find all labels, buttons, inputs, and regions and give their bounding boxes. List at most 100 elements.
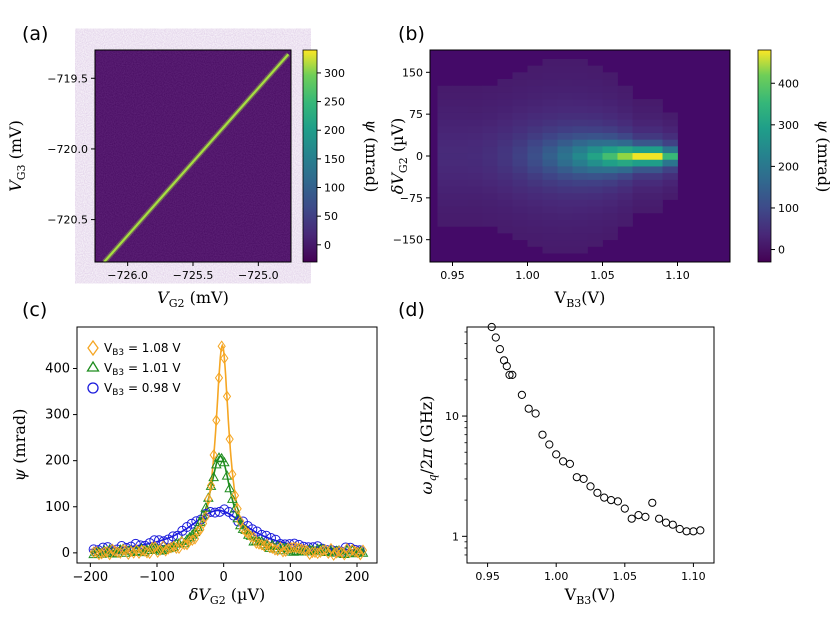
heatmap-cell <box>512 226 528 234</box>
heatmap-cell <box>587 112 603 120</box>
heatmap-cell <box>617 172 633 180</box>
heatmap-cell <box>497 226 513 234</box>
heatmap-cell <box>602 72 618 80</box>
heatmap-cell <box>467 186 483 194</box>
axes-c-yticks: 0 100 200 300 400 <box>45 361 77 561</box>
data-point <box>182 538 192 551</box>
heatmap-cell <box>587 72 603 80</box>
heatmap-cell <box>542 125 558 133</box>
data-point <box>538 430 547 439</box>
heatmap-cell <box>497 139 513 147</box>
data-point <box>169 540 178 553</box>
axes-b-xticks: 0.95 1.00 1.05 1.10 <box>440 262 690 282</box>
heatmap-cell <box>557 239 573 247</box>
heatmap-cell <box>617 152 633 160</box>
heatmap-cell <box>602 139 618 147</box>
axes-c-legend: VB3 = 1.08 V VB3 = 1.01 V VB3 = 0.98 V <box>86 339 181 398</box>
data-point <box>600 493 609 502</box>
heatmap-cell <box>617 179 633 187</box>
heatmap-cell <box>617 125 633 133</box>
data-point <box>204 493 213 505</box>
legend-marker-diamond <box>87 339 99 357</box>
heatmap-cell <box>572 192 588 200</box>
heatmap-cell <box>512 212 528 220</box>
heatmap-cell <box>512 206 528 214</box>
heatmap-cell <box>662 132 678 140</box>
heatmap-cell <box>587 172 603 180</box>
data-point <box>201 510 210 523</box>
data-point <box>228 468 237 481</box>
heatmap-cell <box>572 166 588 174</box>
heatmap-cell <box>587 206 603 214</box>
heatmap-cell <box>512 159 528 167</box>
data-point <box>491 333 500 342</box>
heatmap-cell <box>572 145 588 154</box>
heatmap-cell <box>467 199 483 207</box>
axes-a-yticks: −719.5 −720.0 −720.5 <box>47 72 95 227</box>
heatmap-cell <box>602 105 618 113</box>
heatmap-cell <box>467 192 483 200</box>
heatmap-cell <box>632 152 648 160</box>
heatmap-cell <box>437 105 453 113</box>
data-point <box>641 512 650 522</box>
heatmap-cell <box>452 152 468 160</box>
heatmap-cell <box>497 172 513 180</box>
heatmap-cell <box>602 212 618 220</box>
heatmap-cell <box>587 105 603 113</box>
colorbar-a-label: ψ (mrad) <box>362 120 381 193</box>
heatmap-cell <box>452 179 468 187</box>
data-point <box>668 520 677 529</box>
heatmap-cell <box>647 112 663 120</box>
heatmap-cell <box>572 132 588 140</box>
heatmap-cell <box>587 65 603 73</box>
heatmap-cell <box>617 206 633 214</box>
heatmap-cell <box>602 172 618 180</box>
colorbar-tick-label: 150 <box>324 153 345 166</box>
data-point <box>209 449 218 461</box>
heatmap-cell <box>602 179 618 187</box>
heatmap-cell <box>647 179 663 187</box>
xtick-label: −725.5 <box>173 269 214 282</box>
heatmap-cell <box>662 192 678 200</box>
heatmap-cell <box>452 199 468 207</box>
colorbar-tick-label: 200 <box>324 124 345 137</box>
heatmap-cell <box>452 192 468 200</box>
heatmap-cell <box>452 92 468 100</box>
heatmap-cell <box>527 85 543 93</box>
data-point <box>190 532 200 545</box>
heatmap-cell <box>647 105 663 113</box>
data-point <box>222 390 232 403</box>
xtick-label: −200 <box>72 570 108 585</box>
heatmap-cell <box>512 166 528 174</box>
ytick-label: −720.0 <box>47 143 88 156</box>
ytick-label: −719.5 <box>47 72 88 85</box>
heatmap-cell <box>467 99 483 107</box>
data-point <box>517 390 527 399</box>
heatmap-cell <box>632 199 648 207</box>
heatmap-cell <box>557 152 573 160</box>
axes-d-xlabel: VB3(V) <box>564 585 616 607</box>
heatmap-cell <box>437 125 453 133</box>
heatmap-cell <box>572 72 588 80</box>
data-point <box>505 370 514 379</box>
xtick-label: 0.95 <box>475 570 500 583</box>
data-point <box>150 541 160 553</box>
heatmap-cell <box>662 166 678 174</box>
heatmap-cell <box>572 186 588 194</box>
heatmap-cell <box>467 139 483 147</box>
heatmap-cell <box>512 112 528 120</box>
panel-a: −726.0 −725.5 −725.0 −719.5 −720.0 −720.5 VG… <box>6 49 381 310</box>
xtick-label: 0.95 <box>440 269 465 282</box>
data-point <box>219 504 230 515</box>
data-point <box>129 547 138 559</box>
heatmap-cell <box>452 139 468 147</box>
data-point <box>579 474 588 483</box>
data-point <box>153 546 162 559</box>
heatmap-cell <box>647 192 663 200</box>
heatmap-cell <box>647 186 663 194</box>
data-point <box>156 543 165 556</box>
heatmap-cell <box>437 92 453 100</box>
data-point <box>310 546 320 559</box>
axes-a-xlabel: VG2 (mV) <box>157 288 229 310</box>
heatmap-cell <box>452 159 468 167</box>
